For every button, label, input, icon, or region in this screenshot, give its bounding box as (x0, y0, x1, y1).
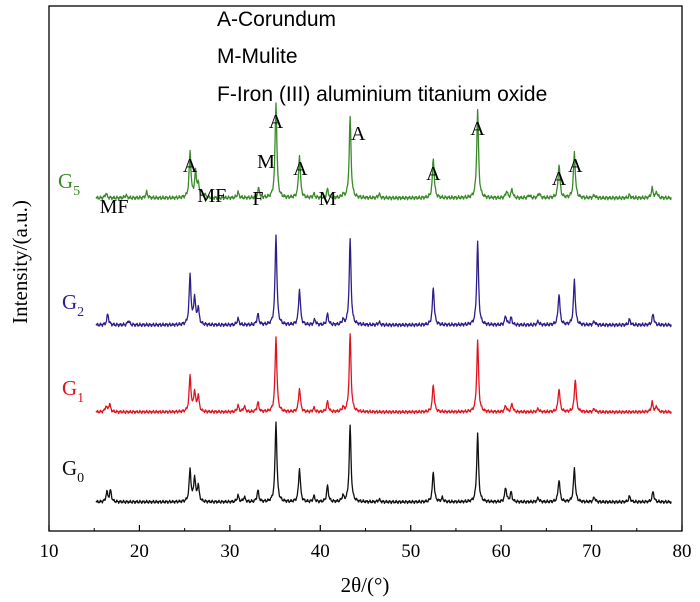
peak-label-mf: MF (197, 185, 226, 207)
peak-label-m: M (257, 151, 275, 173)
peak-label-a: A (552, 168, 567, 190)
x-tick-label: 10 (40, 541, 59, 562)
x-tick-label: 60 (492, 541, 511, 562)
x-tick-label: 80 (673, 541, 692, 562)
legend-entry-a: A-Corundum (217, 8, 336, 31)
x-tick-label: 30 (220, 541, 239, 562)
peak-label-a: A (293, 158, 308, 180)
peak-label-a: A (426, 163, 441, 185)
peak-label-a: A (269, 111, 284, 133)
series-label-g2: G2 (62, 290, 84, 320)
peak-label-a: A (183, 155, 198, 177)
y-axis-label: Intensity/(a.u.) (8, 200, 32, 324)
peak-label-a: A (470, 118, 485, 140)
peak-label-a: A (351, 123, 366, 145)
series-line-g1 (95, 333, 672, 415)
series-line-g5 (95, 102, 672, 201)
legend: A-Corundum M-Mulite F-Iron (III) alumini… (217, 8, 547, 106)
x-tick-label: 70 (582, 541, 601, 562)
x-tick-label: 50 (401, 541, 420, 562)
x-axis-label: 2θ/(°) (341, 573, 390, 597)
series-line-g2 (95, 234, 672, 328)
series-layer: G5 G2 G1 G0 (58, 102, 672, 505)
series-label-g1: G1 (62, 376, 84, 406)
x-axis-ticks: 10 20 30 40 50 60 70 80 (40, 525, 692, 562)
peak-label-m: M (319, 188, 337, 210)
x-tick-label: 40 (311, 541, 330, 562)
peak-label-f: F (252, 188, 263, 210)
legend-entry-f: F-Iron (III) aluminium titanium oxide (217, 83, 547, 106)
legend-entry-m: M-Mulite (217, 45, 298, 68)
x-tick-label: 20 (130, 541, 149, 562)
peak-label-a: A (568, 155, 583, 177)
peak-label-mf: MF (100, 196, 129, 218)
series-line-g0 (95, 421, 672, 505)
series-label-g5: G5 (58, 169, 80, 199)
series-label-g0: G0 (62, 456, 84, 486)
